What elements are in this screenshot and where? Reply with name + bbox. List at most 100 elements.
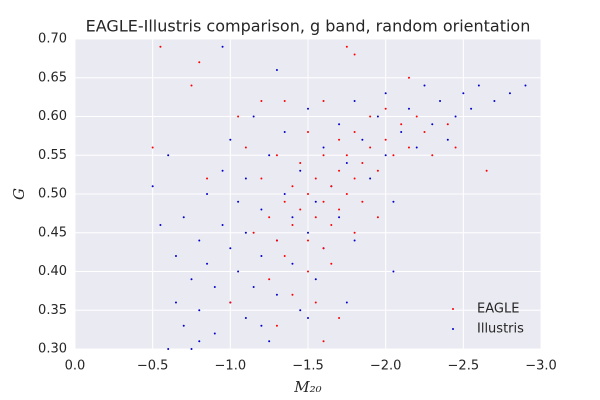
point [221,224,224,226]
point [314,216,317,219]
point [237,115,240,118]
point [369,115,372,118]
point [392,200,395,203]
point [291,185,294,188]
point [252,115,255,118]
legend-label: Illustris [477,322,524,337]
point [190,348,193,350]
point [384,92,387,95]
point [268,154,271,157]
point [307,193,309,195]
point [206,177,209,180]
point [338,123,341,126]
point [299,208,302,211]
x-tick-label: −2.5 [448,359,480,374]
point [361,138,364,141]
point [485,169,488,172]
point [338,138,341,141]
point [431,123,434,126]
point [407,76,410,79]
legend-marker [452,328,454,330]
point [345,162,348,164]
point [345,301,348,304]
y-tick-label: 0.45 [38,225,67,240]
point [221,45,224,48]
point [198,61,201,64]
point [275,154,278,157]
point [322,247,325,250]
point [307,107,309,110]
point [431,154,434,157]
y-tick-label: 0.60 [38,109,67,124]
point [198,309,201,312]
point [190,84,193,87]
point [470,107,473,110]
point [322,146,325,149]
point [268,340,271,343]
point [229,247,232,250]
point [353,53,356,56]
legend-marker [452,308,454,310]
point [314,278,317,281]
point [283,100,286,102]
point [338,216,341,219]
point [345,154,348,157]
point [283,193,286,195]
point [299,169,302,172]
point [182,216,185,219]
point [446,123,449,126]
point [159,45,162,48]
chart-title: EAGLE-Illustris comparison, g band, rand… [86,17,531,36]
point [369,177,372,180]
point [167,348,170,350]
point [376,216,379,219]
point [322,340,325,343]
point [353,131,356,133]
point [221,169,224,172]
point [454,115,457,118]
point [524,84,527,87]
point [275,69,278,71]
point [307,239,309,242]
y-tick-label: 0.40 [38,264,67,279]
y-tick-label: 0.70 [38,32,67,47]
x-tick-label: −2.0 [370,359,402,374]
point [446,138,449,141]
point [275,239,278,242]
point [330,224,333,226]
point [392,270,395,273]
point [415,146,418,149]
x-axis-label: M₂₀ [293,378,321,396]
point [291,216,294,219]
point [275,293,278,296]
point [330,185,333,188]
point [400,131,403,133]
point [345,193,348,195]
point [159,224,162,226]
point [307,131,309,133]
point [423,84,426,87]
point [353,231,356,234]
point [291,293,294,296]
point [338,169,341,172]
point [260,255,263,257]
point [299,162,302,164]
point [151,146,154,149]
point [477,84,480,87]
point [307,231,309,234]
point [307,317,309,319]
point [322,200,325,203]
point [167,154,170,157]
point [174,301,177,304]
point [314,177,317,180]
point [439,100,442,102]
y-tick-label: 0.50 [38,187,67,202]
point [330,262,333,265]
point [244,146,247,149]
point [307,270,309,273]
point [275,324,278,327]
point [361,200,364,203]
point [229,301,232,304]
point [268,278,271,281]
point [198,340,201,343]
